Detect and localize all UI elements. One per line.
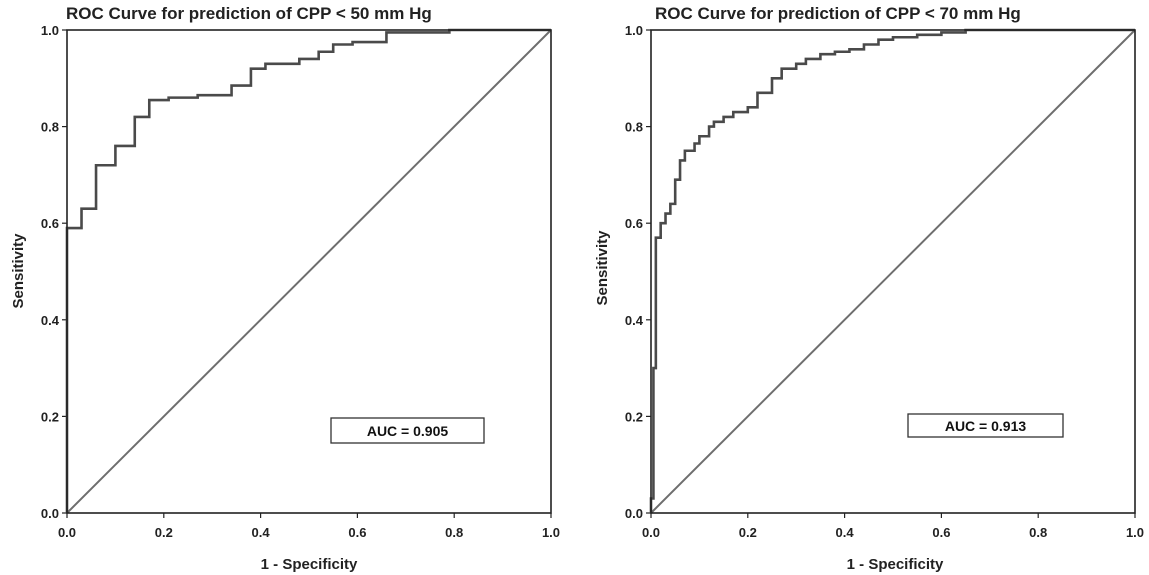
reference-diagonal-line: [66, 29, 552, 514]
chart-title: ROC Curve for prediction of CPP < 70 mm …: [655, 4, 1021, 23]
x-tick-label: 0.4: [252, 525, 271, 540]
x-tick-label: 0.4: [836, 525, 855, 540]
auc-label: AUC = 0.905: [367, 423, 449, 439]
x-tick-label: 0.8: [445, 525, 463, 540]
y-tick-label: 0.0: [625, 506, 643, 521]
x-tick-label: 0.0: [58, 525, 76, 540]
x-tick-label: 0.6: [348, 525, 366, 540]
auc-box: [907, 413, 1064, 438]
y-tick-label: 0.8: [625, 120, 643, 135]
plot-frame: [66, 29, 552, 514]
y-tick-label: 0.8: [41, 120, 59, 135]
x-axis-ticks: 0.0 0.2 0.4 0.6 0.8 1.0: [642, 513, 1144, 540]
y-tick-label: 0.2: [41, 409, 59, 424]
reference-diagonal-line: [650, 29, 1136, 514]
roc-chart-cpp-70: ROC Curve for prediction of CPP < 70 mm …: [594, 4, 1144, 573]
y-axis-ticks: 0.0 0.2 0.4 0.6 0.8 1.0: [625, 23, 651, 521]
roc-curve-line: [65, 28, 551, 513]
y-tick-label: 0.6: [41, 216, 59, 231]
y-axis-ticks: 0.0 0.2 0.4 0.6 0.8 1.0: [41, 23, 67, 521]
x-tick-label: 0.8: [1029, 525, 1047, 540]
y-axis-title: Sensitivity: [10, 233, 27, 309]
plot-frame: [650, 29, 1136, 514]
chart-title: ROC Curve for prediction of CPP < 50 mm …: [66, 4, 432, 23]
x-axis-title: 1 - Specificity: [847, 556, 944, 573]
x-tick-label: 0.2: [739, 525, 757, 540]
x-axis-title: 1 - Specificity: [261, 556, 358, 573]
roc-curve-line: [649, 28, 1135, 513]
x-axis-ticks: 0.0 0.2 0.4 0.6 0.8 1.0: [58, 513, 560, 540]
x-tick-label: 0.2: [155, 525, 173, 540]
y-tick-label: 0.0: [41, 506, 59, 521]
auc-box: [330, 417, 485, 444]
y-axis-title: Sensitivity: [594, 230, 611, 306]
x-tick-label: 0.0: [642, 525, 660, 540]
y-tick-label: 0.6: [625, 216, 643, 231]
auc-label: AUC = 0.913: [945, 418, 1027, 434]
x-tick-label: 1.0: [1126, 525, 1144, 540]
y-tick-label: 0.4: [625, 313, 644, 328]
y-tick-label: 0.2: [625, 409, 643, 424]
x-tick-label: 1.0: [542, 525, 560, 540]
y-tick-label: 0.4: [41, 313, 60, 328]
roc-chart-cpp-50: ROC Curve for prediction of CPP < 50 mm …: [10, 4, 560, 573]
y-tick-label: 1.0: [625, 23, 643, 38]
x-tick-label: 0.6: [932, 525, 950, 540]
y-tick-label: 1.0: [41, 23, 59, 38]
